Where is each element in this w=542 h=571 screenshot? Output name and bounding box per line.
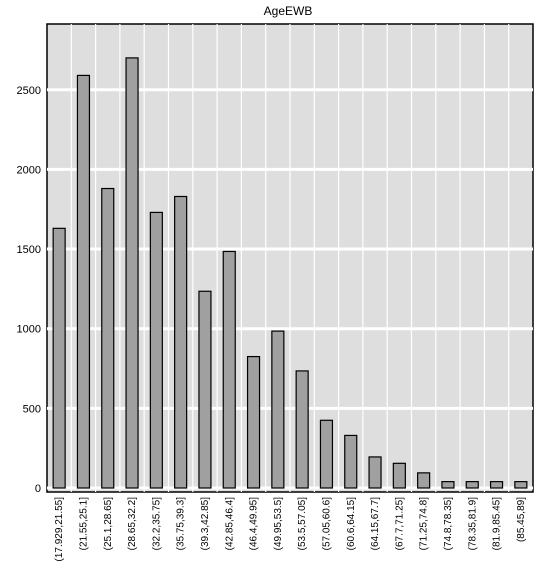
x-tick-label: (49.95,53.5] (273, 497, 284, 551)
y-axis-ticks: 0 500 1000 1500 2000 2500 (17, 85, 41, 495)
bar (271, 330, 285, 489)
x-tick-label: (35.75,39.3] (176, 497, 187, 551)
bar (514, 481, 528, 489)
x-tick-label: (53.5,57.05] (297, 497, 308, 551)
x-tick-label: (25.1,28.65] (103, 497, 114, 551)
bar (52, 227, 66, 489)
x-tick-label: (85.45,89] (516, 497, 527, 542)
x-tick-label: (74.8,78.35] (443, 497, 454, 551)
x-tick-label: (46.4,49.95] (249, 497, 260, 551)
y-tick-label: 1000 (17, 324, 41, 336)
x-tick-label: (57.05,60.6] (321, 497, 332, 551)
bar (295, 370, 309, 489)
bar (319, 419, 334, 489)
bar (149, 211, 163, 489)
bar (125, 57, 139, 489)
y-tick-label: 2000 (17, 164, 41, 176)
bar (76, 74, 91, 489)
y-tick-label: 1500 (17, 244, 41, 256)
x-tick-label: (21.55,25.1] (78, 497, 89, 551)
x-tick-label: (64.15,67.7] (370, 497, 381, 551)
x-tick-label: (81.9,85.45] (492, 497, 503, 551)
x-tick-label: (39.3,42.85] (200, 497, 211, 551)
x-axis-ticks: (17.929,21.55] (21.55,25.1] (25.1,28.65] (2… (54, 497, 527, 562)
bar (101, 187, 115, 489)
bar (174, 195, 188, 489)
x-tick-label: (78.35,81.9] (467, 497, 478, 551)
bar (465, 481, 479, 489)
x-tick-label: (32.2,35.75] (151, 497, 162, 551)
bar (246, 355, 261, 489)
y-tick-label: 2500 (17, 85, 41, 97)
bar (417, 472, 431, 489)
bar (344, 434, 358, 489)
x-tick-label: (60.6,64.15] (346, 497, 357, 551)
x-tick-label: (42.85,46.4] (224, 497, 235, 551)
y-tick-label: 0 (35, 483, 41, 495)
x-tick-label: (17.929,21.55] (54, 497, 65, 562)
bars (52, 57, 528, 489)
chart-title: AgeEWB (264, 4, 313, 18)
x-tick-label: (71.25,74.8] (419, 497, 430, 551)
bar (441, 481, 455, 489)
bar (222, 250, 236, 489)
x-tick-label: (67.7,71.25] (394, 497, 405, 551)
bar (392, 462, 406, 489)
x-tick-label: (28.65,32.2] (127, 497, 138, 551)
bar (198, 290, 212, 489)
bar (368, 456, 382, 489)
y-tick-label: 500 (23, 403, 41, 415)
bar (489, 481, 504, 489)
grid (47, 24, 533, 492)
